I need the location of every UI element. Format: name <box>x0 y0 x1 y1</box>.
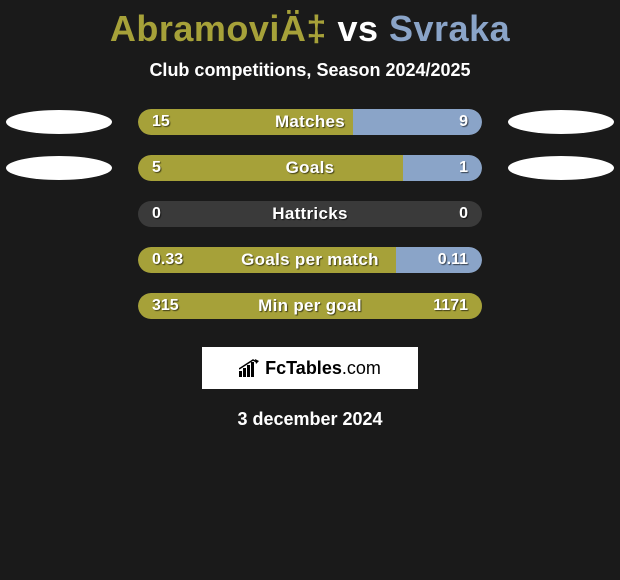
team-shape-left <box>6 156 112 180</box>
team-shape-right <box>508 156 614 180</box>
stat-bar: 51Goals <box>138 155 482 181</box>
comparison-infographic: AbramoviÄ‡ vs Svraka Club competitions, … <box>0 0 620 430</box>
logo-text-thin: .com <box>342 358 381 378</box>
bar-chart-icon <box>239 359 261 377</box>
team-shape-left <box>6 110 112 134</box>
stat-bar: 00Hattricks <box>138 201 482 227</box>
stat-row: 0.330.11Goals per match <box>0 247 620 273</box>
stat-rows: 159Matches 51Goals 00Hattricks 0.330.11Goal… <box>0 109 620 319</box>
stat-bar: 3151171Min per goal <box>138 293 482 319</box>
page-title: AbramoviÄ‡ vs Svraka <box>0 8 620 50</box>
date-text: 3 december 2024 <box>0 409 620 430</box>
player1-name: AbramoviÄ‡ <box>110 8 327 49</box>
stat-label: Min per goal <box>138 293 482 319</box>
team-shape-right <box>508 110 614 134</box>
stat-row: 3151171Min per goal <box>0 293 620 319</box>
stat-row: 00Hattricks <box>0 201 620 227</box>
logo-text-bold: FcTables <box>265 358 342 378</box>
stat-label: Goals <box>138 155 482 181</box>
subtitle: Club competitions, Season 2024/2025 <box>0 60 620 81</box>
stat-row: 159Matches <box>0 109 620 135</box>
vs-text: vs <box>337 8 378 49</box>
stat-label: Hattricks <box>138 201 482 227</box>
logo-box: FcTables.com <box>202 347 418 389</box>
stat-bar: 159Matches <box>138 109 482 135</box>
stat-row: 51Goals <box>0 155 620 181</box>
stat-label: Matches <box>138 109 482 135</box>
stat-label: Goals per match <box>138 247 482 273</box>
stat-bar: 0.330.11Goals per match <box>138 247 482 273</box>
logo-text: FcTables.com <box>265 358 381 379</box>
player2-name: Svraka <box>389 8 510 49</box>
